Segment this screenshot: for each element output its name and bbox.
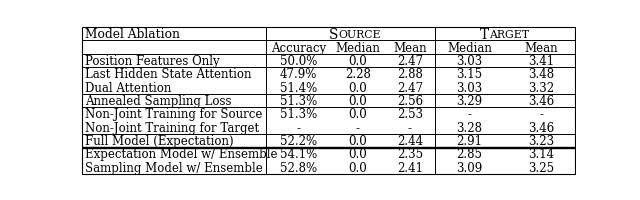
Text: 0.0: 0.0 bbox=[348, 55, 367, 68]
Text: 2.47: 2.47 bbox=[397, 55, 423, 68]
Text: -: - bbox=[467, 108, 471, 121]
Text: Median: Median bbox=[447, 41, 492, 54]
Text: Dual Attention: Dual Attention bbox=[85, 81, 172, 94]
Text: 2.44: 2.44 bbox=[397, 134, 423, 147]
Text: -: - bbox=[540, 108, 543, 121]
Text: 3.46: 3.46 bbox=[528, 95, 554, 107]
Text: 51.4%: 51.4% bbox=[280, 81, 317, 94]
Text: 2.28: 2.28 bbox=[345, 68, 371, 81]
Text: Sampling Model w/ Ensemble: Sampling Model w/ Ensemble bbox=[85, 161, 262, 174]
Text: 0.0: 0.0 bbox=[348, 134, 367, 147]
Text: T: T bbox=[479, 28, 489, 41]
Text: Mean: Mean bbox=[393, 41, 427, 54]
Text: Annealed Sampling Loss: Annealed Sampling Loss bbox=[85, 95, 232, 107]
Text: 0.0: 0.0 bbox=[348, 161, 367, 174]
Text: 0.0: 0.0 bbox=[348, 148, 367, 161]
Text: 52.8%: 52.8% bbox=[280, 161, 317, 174]
Text: 47.9%: 47.9% bbox=[280, 68, 317, 81]
Text: 2.35: 2.35 bbox=[397, 148, 423, 161]
Text: Full Model (Expectation): Full Model (Expectation) bbox=[85, 134, 234, 147]
Text: 2.41: 2.41 bbox=[397, 161, 423, 174]
Text: 3.46: 3.46 bbox=[528, 121, 554, 134]
Text: 52.2%: 52.2% bbox=[280, 134, 317, 147]
Text: -: - bbox=[408, 121, 412, 134]
Text: 51.3%: 51.3% bbox=[280, 95, 317, 107]
Text: 50.0%: 50.0% bbox=[280, 55, 317, 68]
Text: 3.29: 3.29 bbox=[456, 95, 483, 107]
Text: 3.23: 3.23 bbox=[528, 134, 554, 147]
Text: 3.25: 3.25 bbox=[528, 161, 554, 174]
Text: 3.03: 3.03 bbox=[456, 55, 483, 68]
Text: -: - bbox=[296, 121, 300, 134]
Text: Median: Median bbox=[335, 41, 380, 54]
Text: Mean: Mean bbox=[524, 41, 558, 54]
Text: 3.15: 3.15 bbox=[456, 68, 483, 81]
Text: S: S bbox=[330, 28, 339, 41]
Text: 0.0: 0.0 bbox=[348, 95, 367, 107]
Text: 2.85: 2.85 bbox=[456, 148, 483, 161]
Text: Model Ablation: Model Ablation bbox=[85, 28, 180, 41]
Text: 3.28: 3.28 bbox=[456, 121, 483, 134]
Text: Position Features Only: Position Features Only bbox=[85, 55, 220, 68]
Text: 0.0: 0.0 bbox=[348, 108, 367, 121]
Text: 3.09: 3.09 bbox=[456, 161, 483, 174]
Text: 2.56: 2.56 bbox=[397, 95, 423, 107]
Text: Accuracy: Accuracy bbox=[271, 41, 326, 54]
Text: Non-Joint Training for Target: Non-Joint Training for Target bbox=[85, 121, 259, 134]
Text: -: - bbox=[356, 121, 360, 134]
Text: 3.14: 3.14 bbox=[528, 148, 554, 161]
Text: 0.0: 0.0 bbox=[348, 81, 367, 94]
Text: 2.91: 2.91 bbox=[456, 134, 483, 147]
Text: 2.53: 2.53 bbox=[397, 108, 423, 121]
Text: Last Hidden State Attention: Last Hidden State Attention bbox=[85, 68, 252, 81]
Text: OURCE: OURCE bbox=[339, 30, 381, 39]
Text: ARGET: ARGET bbox=[489, 30, 529, 39]
Text: 2.88: 2.88 bbox=[397, 68, 423, 81]
Text: 3.41: 3.41 bbox=[528, 55, 554, 68]
Text: 2.47: 2.47 bbox=[397, 81, 423, 94]
Text: 54.1%: 54.1% bbox=[280, 148, 317, 161]
Text: 3.03: 3.03 bbox=[456, 81, 483, 94]
Text: Expectation Model w/ Ensemble: Expectation Model w/ Ensemble bbox=[85, 148, 278, 161]
Text: Non-Joint Training for Source: Non-Joint Training for Source bbox=[85, 108, 262, 121]
Text: 3.48: 3.48 bbox=[528, 68, 554, 81]
Text: 3.32: 3.32 bbox=[528, 81, 554, 94]
Text: 51.3%: 51.3% bbox=[280, 108, 317, 121]
